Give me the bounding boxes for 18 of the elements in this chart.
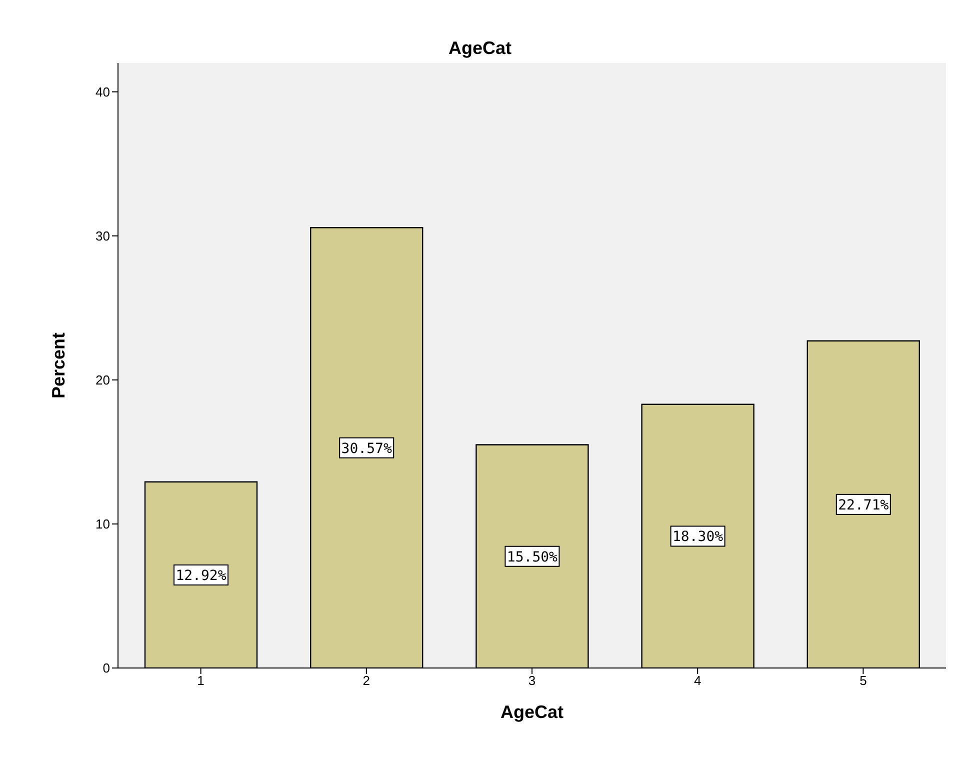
y-tick-label: 30 (96, 228, 110, 244)
data-label: 22.71% (838, 497, 890, 514)
y-axis-title: Percent (48, 332, 68, 399)
x-tick-label: 1 (197, 673, 204, 688)
x-tick-label: 4 (694, 673, 702, 688)
y-tick-label: 10 (96, 516, 110, 532)
data-label: 18.30% (672, 529, 724, 546)
x-tick-label: 5 (860, 673, 867, 688)
y-tick-label: 0 (102, 660, 110, 676)
y-tick-label: 40 (96, 84, 110, 100)
data-label: 12.92% (176, 568, 227, 584)
chart-title: AgeCat (447, 38, 512, 59)
data-label: 30.57% (341, 440, 392, 457)
y-tick-label: 20 (96, 372, 110, 388)
data-label: 15.50% (506, 549, 558, 566)
x-axis-title: AgeCat (500, 702, 564, 722)
x-tick-label: 3 (528, 673, 536, 688)
x-tick-label: 2 (362, 673, 370, 688)
